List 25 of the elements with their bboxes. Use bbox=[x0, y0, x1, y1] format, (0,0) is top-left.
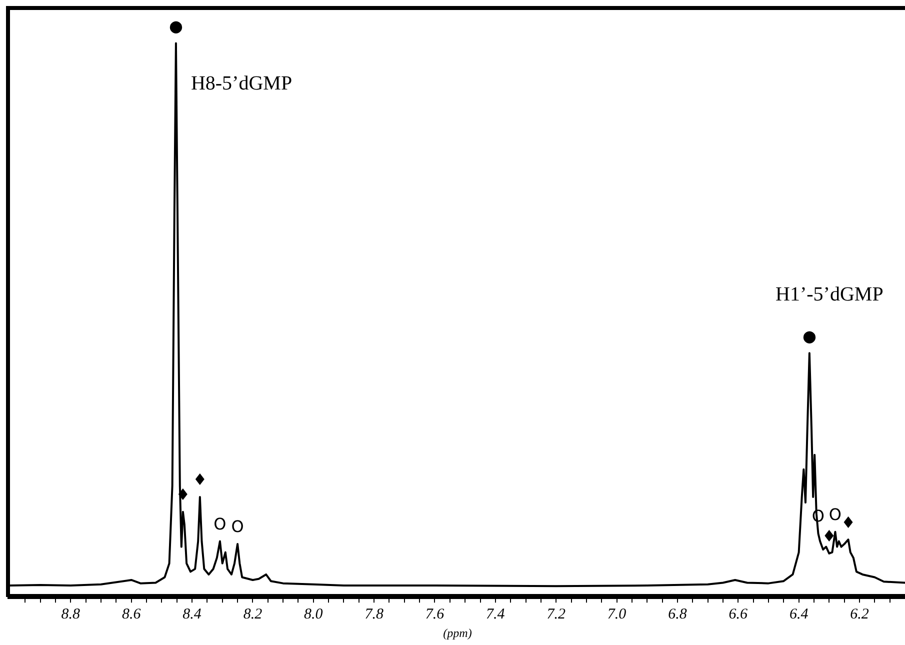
x-tick-label: 7.8 bbox=[364, 606, 384, 623]
annotation: ● bbox=[168, 16, 183, 36]
annotation: O bbox=[214, 514, 226, 534]
x-tick-label: 8.2 bbox=[243, 606, 263, 623]
x-tick-label: 7.4 bbox=[486, 606, 506, 623]
x-tick-label: 6.8 bbox=[668, 606, 688, 623]
x-tick-label: 6.4 bbox=[789, 606, 809, 623]
annotation: H8-5’dGMP bbox=[190, 72, 292, 94]
x-tick-label: 6.6 bbox=[728, 606, 748, 623]
annotation: ♦ bbox=[192, 470, 208, 490]
x-tick-label: 7.6 bbox=[425, 606, 445, 623]
x-tick-label: 7.0 bbox=[607, 606, 627, 623]
annotation: O bbox=[231, 517, 244, 536]
x-tick-label: 6.2 bbox=[850, 606, 870, 623]
x-axis-title: (ppm) bbox=[443, 626, 472, 640]
x-tick-label: 8.4 bbox=[182, 606, 202, 623]
x-tick-label: 8.0 bbox=[304, 606, 324, 623]
annotation: ● bbox=[802, 326, 816, 346]
annotation: ♦ bbox=[822, 526, 836, 546]
x-tick-label: 8.6 bbox=[122, 606, 142, 623]
annotation: ♦ bbox=[841, 512, 856, 532]
annotation: H1’-5’dGMP bbox=[776, 283, 884, 306]
x-tick-label: 8.8 bbox=[61, 606, 81, 623]
annotation: O bbox=[828, 505, 842, 524]
x-tick-label: 7.2 bbox=[546, 606, 566, 623]
